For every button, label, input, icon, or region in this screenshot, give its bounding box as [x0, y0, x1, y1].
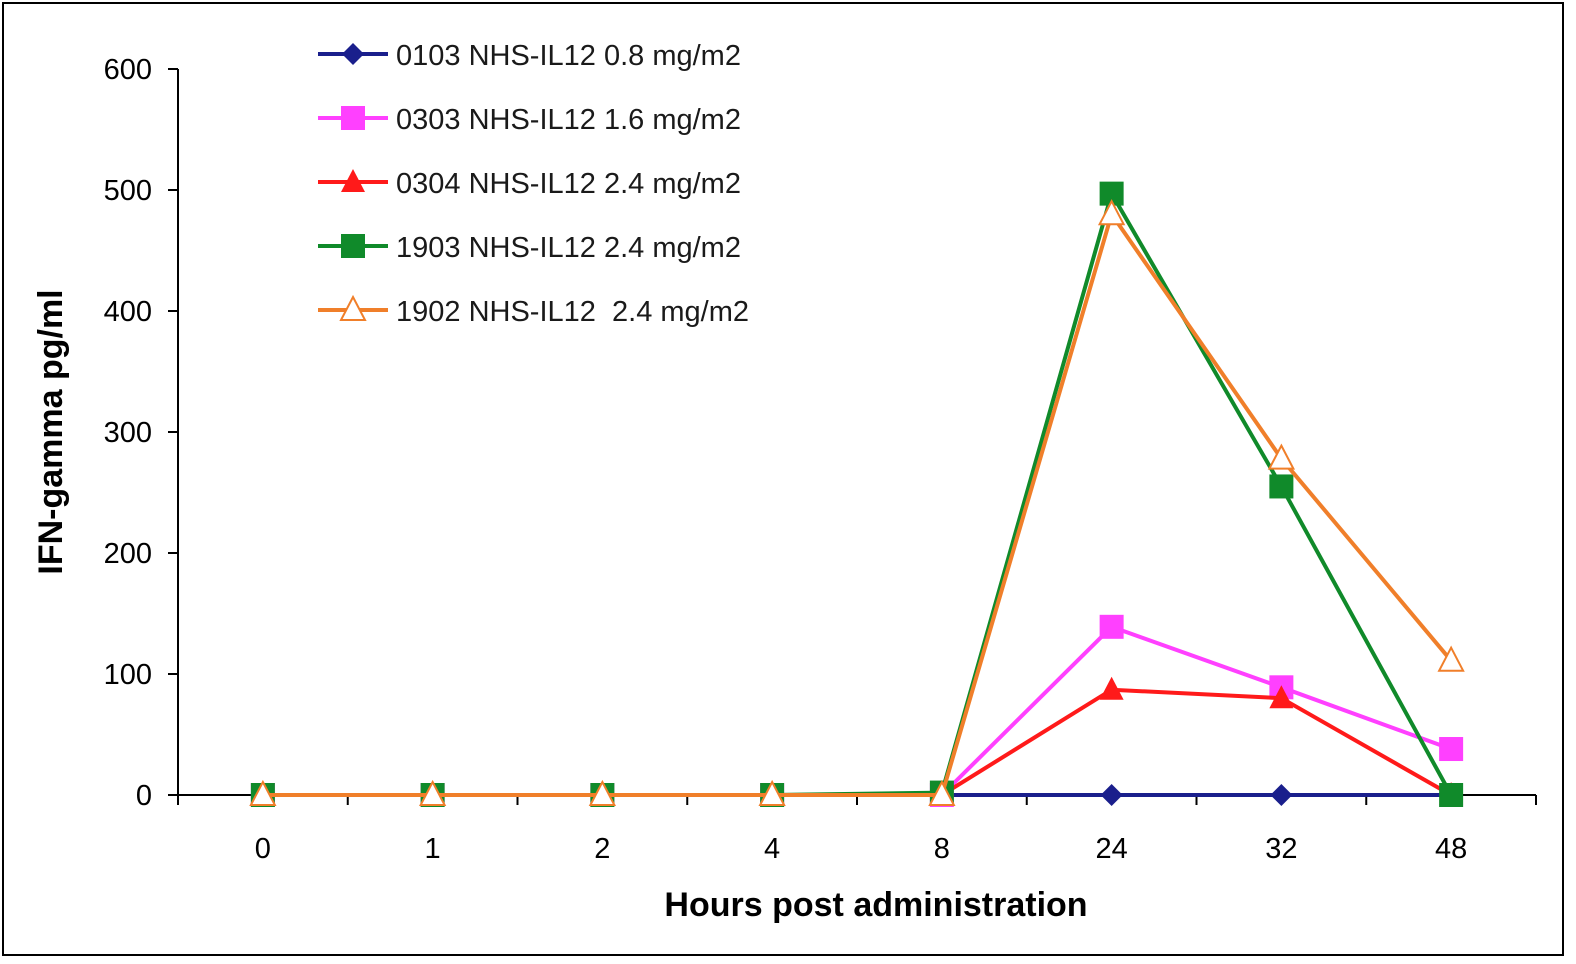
- data-point: [418, 779, 447, 806]
- legend-item: 0103 NHS-IL12 0.8 mg/m2: [318, 40, 741, 72]
- data-point: [1269, 474, 1294, 499]
- legend-marker: [341, 106, 365, 130]
- data-point: [1270, 784, 1293, 806]
- data-point: [1269, 685, 1294, 709]
- x-tick-label: 24: [1095, 833, 1127, 865]
- legend-label: 1903 NHS-IL12 2.4 mg/m2: [396, 232, 741, 264]
- y-tick-label: 100: [104, 659, 152, 691]
- x-tick-label: 1: [425, 833, 441, 865]
- y-tick-label: 600: [104, 54, 152, 86]
- data-point: [928, 779, 956, 806]
- data-point: [588, 779, 617, 806]
- legend-label: 0103 NHS-IL12 0.8 mg/m2: [396, 40, 741, 72]
- y-tick-label: 200: [104, 538, 152, 570]
- data-point: [1439, 737, 1464, 762]
- x-tick-label: 2: [594, 833, 610, 865]
- data-point: [1099, 614, 1124, 639]
- legend-marker: [341, 234, 365, 258]
- series-4: [249, 199, 1465, 806]
- data-point: [1439, 783, 1464, 807]
- x-axis-label: Hours post administration: [664, 886, 1087, 924]
- data-point: [1437, 645, 1465, 672]
- x-tick-label: 8: [934, 833, 950, 865]
- series-1: [250, 614, 1464, 807]
- y-tick-label: 300: [104, 417, 152, 449]
- legend-item: 0303 NHS-IL12 1.6 mg/m2: [318, 104, 741, 136]
- y-axis-label: IFN-gamma pg/ml: [32, 289, 70, 574]
- legend-marker: [341, 169, 365, 192]
- data-point: [758, 779, 786, 806]
- x-tick-label: 32: [1265, 833, 1297, 865]
- y-tick-label: 0: [136, 780, 152, 812]
- data-point: [1099, 676, 1124, 700]
- data-point: [249, 779, 277, 806]
- data-point: [1100, 784, 1123, 806]
- data-point: [1267, 443, 1296, 470]
- legend-label: 0304 NHS-IL12 2.4 mg/m2: [396, 168, 741, 200]
- legend-label: 0303 NHS-IL12 1.6 mg/m2: [396, 104, 741, 136]
- series-line: [262, 209, 1453, 797]
- legend-item: 0304 NHS-IL12 2.4 mg/m2: [318, 168, 741, 200]
- x-tick-label: 4: [764, 833, 780, 865]
- legend-label: 1902 NHS-IL12 2.4 mg/m2: [396, 296, 749, 328]
- series-line: [262, 624, 1452, 797]
- data-point: [1097, 199, 1126, 226]
- legend-item: 1903 NHS-IL12 2.4 mg/m2: [318, 232, 741, 264]
- legend-marker: [342, 43, 364, 65]
- x-tick-label: 0: [255, 833, 271, 865]
- series-3: [250, 181, 1464, 807]
- y-tick-label: 500: [104, 175, 152, 207]
- y-tick-label: 400: [104, 296, 152, 328]
- x-tick-label: 48: [1435, 833, 1467, 865]
- legend-marker: [339, 294, 367, 321]
- legend-item: 1902 NHS-IL12 2.4 mg/m2: [318, 294, 749, 328]
